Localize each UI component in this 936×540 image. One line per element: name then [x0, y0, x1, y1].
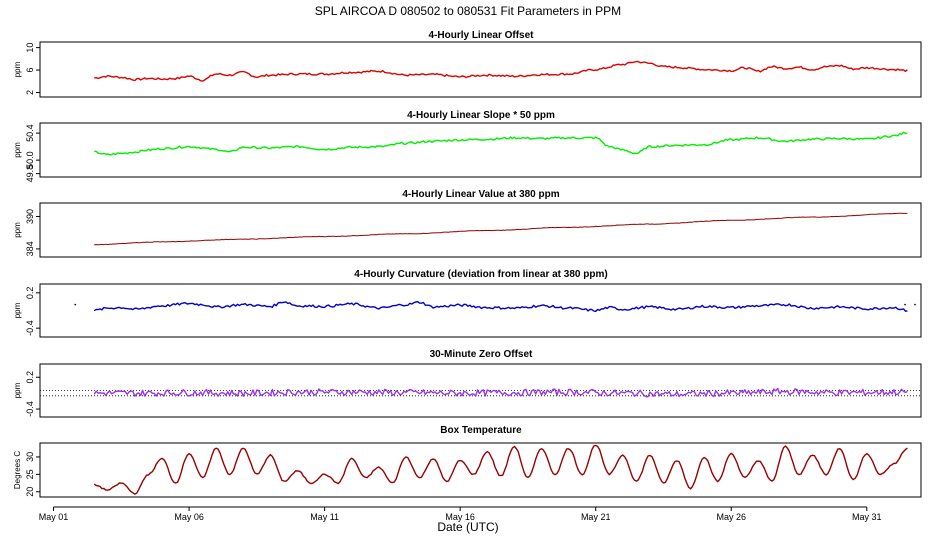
y-axis-label: ppm [13, 382, 22, 398]
y-axis-label: ppm [13, 61, 22, 77]
y-tick-label: 50.4 [25, 124, 35, 142]
panel-title: 4-Hourly Curvature (deviation from linea… [354, 269, 607, 280]
panel-title: 4-Hourly Linear Value at 380 ppm [402, 189, 559, 200]
panel-frame [39, 442, 922, 498]
series-line [94, 131, 908, 156]
panel-4: 4-Hourly Curvature (deviation from linea… [13, 269, 922, 338]
y-tick-label: -0.4 [25, 320, 35, 336]
y-tick-label: 384 [25, 241, 35, 256]
x-tick-label: May 01 [39, 512, 69, 522]
panel-title: 4-Hourly Linear Offset [428, 30, 534, 41]
x-tick-label: May 16 [445, 512, 475, 522]
y-tick-label: 49.8 [25, 165, 35, 183]
y-tick-label: 390 [25, 209, 35, 224]
y-axis-label: ppm [13, 222, 22, 238]
series-line [93, 301, 908, 313]
panel-6: Box Temperature Degrees C 30 25 20 [13, 425, 922, 498]
y-tick-label: 50.0 [25, 151, 35, 169]
x-tick-label: May 21 [581, 512, 611, 522]
panel-title: 4-Hourly Linear Slope * 50 ppm [407, 110, 555, 121]
panel-frame [39, 202, 922, 258]
y-tick-label: 30 [25, 452, 35, 462]
y-tick-label: 2 [25, 90, 35, 95]
y-tick-label: -0.4 [25, 401, 35, 417]
y-tick-label: 20 [25, 487, 35, 497]
series-line [93, 387, 908, 398]
y-tick-label: 25 [25, 469, 35, 479]
data-point [914, 303, 916, 306]
panel-frame [39, 122, 922, 178]
y-axis-label: Degrees C [13, 451, 22, 489]
x-tick-label: May 11 [310, 512, 339, 522]
y-tick-label: 10 [25, 43, 35, 53]
x-tick-label: May 06 [174, 512, 204, 522]
y-axis-label: ppm [13, 302, 22, 318]
x-tick-label: May 31 [852, 512, 882, 522]
series-line [93, 444, 908, 495]
x-axis: May 01 May 06 May 11 May 16 May 21 May 26 May … [39, 506, 882, 522]
y-tick-label: 0.2 [25, 287, 35, 300]
y-tick-label: 0.2 [25, 371, 35, 384]
data-point [904, 303, 906, 306]
y-tick-label: 6 [25, 68, 35, 73]
panel-frame [39, 283, 922, 338]
chart-title: SPL AIRCOA D 080502 to 080531 Fit Parame… [315, 4, 621, 18]
panel-title: 30-Minute Zero Offset [430, 349, 533, 360]
series-line [94, 60, 908, 82]
y-axis-label: ppm [13, 142, 22, 158]
x-tick-label: May 26 [716, 512, 746, 522]
panel-title: Box Temperature [440, 425, 522, 436]
series-line [94, 212, 908, 246]
x-axis-label: Date (UTC) [437, 520, 498, 534]
panel-frame [39, 41, 922, 98]
data-point [74, 303, 77, 306]
